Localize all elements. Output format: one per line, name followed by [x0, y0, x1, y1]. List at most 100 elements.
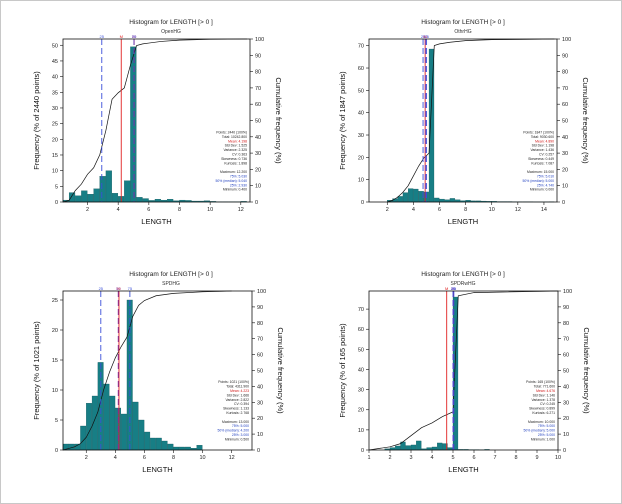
y-tick-label: 40: [358, 111, 364, 117]
y2-tick-label: 0: [562, 200, 565, 206]
y2-tick-label: 70: [257, 337, 263, 343]
x-tick-label: 10: [555, 455, 561, 461]
stats-line: Total: 4311.900: [226, 385, 249, 389]
x-tick-label: 8: [178, 207, 181, 213]
y2-tick-label: 50: [563, 369, 569, 375]
y-tick-label: 60: [358, 327, 364, 333]
y2-axis-label: Cumulative frequency (%): [276, 327, 285, 414]
y-tick-label: 45: [52, 59, 58, 65]
histogram-bar: [109, 395, 116, 451]
marker-label: 25: [100, 34, 105, 39]
y2-tick-label: 30: [257, 400, 263, 406]
histogram-bar: [86, 403, 92, 451]
y2-tick-label: 10: [255, 184, 261, 190]
histogram-bar: [87, 194, 94, 203]
y2-tick-label: 60: [255, 102, 261, 108]
stats-line: Maximum: 15.000: [527, 170, 554, 174]
x-tick-label: 14: [541, 207, 547, 213]
stats-line: Variance: 2.325: [224, 148, 248, 152]
cumulative-line: [368, 290, 559, 451]
x-tick-label: 2: [85, 455, 88, 461]
histogram-bar: [142, 198, 149, 203]
marker-label: M: [423, 34, 426, 39]
y2-tick-label: 20: [255, 167, 261, 173]
marker-label: 50: [451, 286, 456, 291]
histogram-bar: [105, 170, 112, 203]
stats-line: Points: 165 (100%): [526, 380, 555, 384]
marker-label: 75: [132, 34, 137, 39]
histogram-bar: [431, 446, 438, 451]
y-tick-label: 50: [358, 88, 364, 94]
y2-tick-label: 60: [563, 353, 569, 359]
stats-line: Kurtosis: 7.087: [531, 161, 554, 165]
histogram-bar: [103, 383, 110, 451]
chart-title: Histogram for LENGTH [> 0 ]: [421, 19, 505, 26]
y2-tick-label: 80: [257, 321, 263, 327]
stats-line: Maximum: 13.000: [222, 420, 249, 424]
x-tick-label: 2: [86, 207, 89, 213]
plot-frame: [368, 290, 559, 451]
stats-line: Maximum: 12.200: [220, 170, 247, 174]
x-tick-label: 4: [117, 207, 120, 213]
y2-tick-label: 40: [257, 384, 263, 390]
y2-tick-label: 10: [563, 432, 569, 438]
stats-line: 50% (median): 5.000: [523, 179, 555, 183]
histogram-bar: [416, 440, 422, 451]
stats-line: Mean: 4.676: [536, 389, 555, 393]
stats-line: Mean: 4.198: [228, 139, 247, 143]
x-axis-label: LENGTH: [448, 465, 478, 474]
y2-tick-label: 40: [255, 135, 261, 141]
stats-line: 25%: 4.740: [537, 183, 554, 187]
histogram-bar: [161, 440, 168, 451]
x-tick-label: 1: [367, 455, 370, 461]
chart-title: Histogram for LENGTH [> 0 ]: [129, 271, 213, 278]
x-tick-label: 8: [464, 207, 467, 213]
y2-tick-label: 0: [255, 200, 258, 206]
y-tick-label: 0: [361, 200, 364, 206]
stats-line: 75%: 5.010: [537, 175, 554, 179]
stats-line: Points: 1021 (100%): [218, 380, 249, 384]
marker-label: 25: [99, 286, 104, 291]
histogram-bar: [167, 443, 174, 451]
y-axis-label: Frequency (% of 1021 points): [32, 321, 41, 420]
y-tick-label: 60: [358, 66, 364, 72]
y-tick-label: 40: [52, 75, 58, 81]
histogram-bar: [410, 444, 417, 451]
y-tick-label: 30: [52, 106, 58, 112]
stats-line: 25%: 3.000: [232, 433, 249, 437]
marker-label: 75: [128, 286, 133, 291]
chart-subtitle: SPDHG: [162, 281, 180, 287]
stats-line: Total: 10242.800: [222, 135, 247, 139]
y2-tick-label: 70: [562, 86, 568, 92]
plot-frame: [368, 38, 558, 203]
stats-line: Mean: 4.223: [230, 389, 249, 393]
y2-tick-label: 50: [562, 119, 568, 125]
histogram-bar: [99, 176, 106, 203]
y2-tick-label: 20: [562, 167, 568, 173]
stats-line: Total: 9030.600: [531, 135, 554, 139]
y2-tick-label: 30: [562, 151, 568, 157]
marker-label: 75: [452, 286, 457, 291]
stats-line: Minimum: 0.000: [530, 188, 554, 192]
y2-tick-label: 50: [257, 369, 263, 375]
y-tick-label: 50: [358, 347, 364, 353]
y-tick-label: 20: [358, 408, 364, 414]
stats-line: Std Dev: 1.146: [533, 393, 556, 397]
x-tick-label: 4: [412, 207, 415, 213]
histogram-bar: [111, 193, 119, 203]
stats-line: Skewness: 0.899: [529, 407, 555, 411]
y-tick-label: 10: [52, 388, 58, 394]
stats-line: Minimum: 0.400: [223, 188, 247, 192]
stats-line: 75%: 5.030: [230, 175, 247, 179]
y2-tick-label: 0: [563, 448, 566, 454]
y-tick-label: 10: [52, 169, 58, 175]
y2-tick-label: 80: [562, 70, 568, 76]
y2-tick-label: 80: [563, 321, 569, 327]
y2-tick-label: 90: [255, 53, 261, 59]
x-axis-label: LENGTH: [142, 465, 172, 474]
histogram-bar: [154, 199, 161, 203]
y2-tick-label: 40: [562, 135, 568, 141]
x-tick-label: 4: [114, 455, 117, 461]
y-tick-label: 30: [358, 133, 364, 139]
stats-line: Skewness: 0.449: [528, 157, 554, 161]
